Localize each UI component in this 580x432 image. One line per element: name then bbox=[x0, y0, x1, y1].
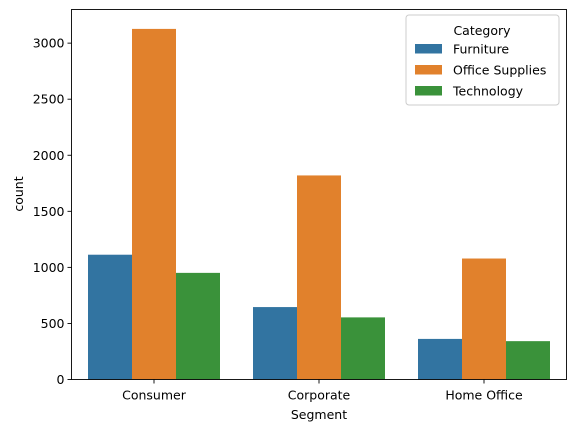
legend-swatch-furniture bbox=[415, 44, 442, 54]
bar-corporate-office-supplies bbox=[297, 175, 341, 380]
legend-box bbox=[405, 14, 560, 106]
legend-label-office-supplies: Office Supplies bbox=[453, 63, 546, 78]
y-tick-label-3000: 3000 bbox=[33, 36, 65, 51]
x-tick-label-consumer: Consumer bbox=[122, 388, 187, 403]
bar-home-office-technology bbox=[506, 341, 550, 380]
y-tick-label-500: 500 bbox=[41, 316, 65, 331]
legend-swatch-technology bbox=[415, 86, 442, 96]
legend-swatch-office-supplies bbox=[415, 65, 442, 75]
plot-frame bbox=[71, 9, 567, 380]
bar-corporate-furniture bbox=[253, 307, 297, 380]
y-tick-label-2500: 2500 bbox=[33, 92, 65, 107]
y-axis-ticks: 0 500 1000 1500 2000 2500 3000 bbox=[33, 36, 72, 387]
x-axis-label: Segment bbox=[291, 407, 347, 422]
legend-label-furniture: Furniture bbox=[453, 42, 509, 57]
bars-layer bbox=[88, 28, 550, 380]
x-tick-label-corporate: Corporate bbox=[288, 388, 351, 403]
y-axis-label: count bbox=[11, 176, 26, 211]
legend-label-technology: Technology bbox=[452, 84, 524, 99]
bar-home-office-furniture bbox=[418, 338, 462, 380]
bar-home-office-office-supplies bbox=[462, 258, 506, 380]
y-tick-label-2000: 2000 bbox=[33, 148, 65, 163]
y-tick-label-1000: 1000 bbox=[33, 260, 65, 275]
bar-corporate-technology bbox=[341, 317, 385, 380]
bar-consumer-furniture bbox=[88, 254, 132, 380]
legend-entries: Furniture Office Supplies Technology bbox=[415, 42, 546, 99]
y-tick-label-1500: 1500 bbox=[33, 204, 65, 219]
bar-consumer-technology bbox=[176, 272, 220, 380]
legend: Category Furniture Office Supplies Technol… bbox=[405, 14, 560, 106]
x-axis-ticks: Consumer Corporate Home Office bbox=[122, 379, 523, 403]
y-tick-label-0: 0 bbox=[57, 372, 65, 387]
bar-consumer-office-supplies bbox=[132, 28, 176, 380]
legend-title: Category bbox=[453, 23, 511, 38]
x-tick-label-home-office: Home Office bbox=[445, 388, 523, 403]
